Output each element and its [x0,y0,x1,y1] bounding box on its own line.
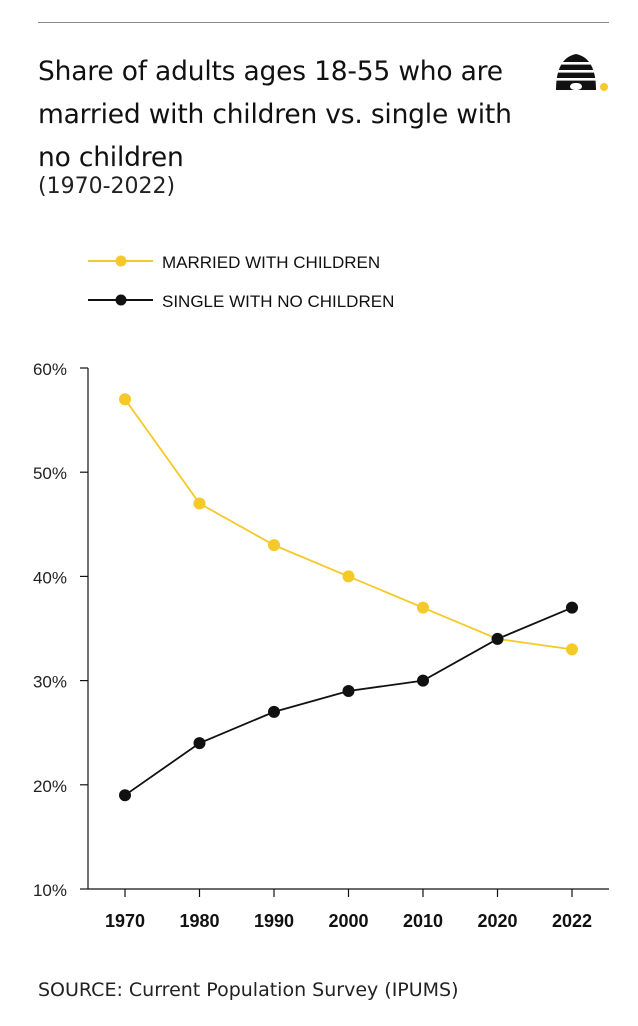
data-point-1-1 [193,737,206,750]
legend: MARRIED WITH CHILDREN SINGLE WITH NO CHI… [88,253,394,311]
legend-label-single: SINGLE WITH NO CHILDREN [162,292,394,311]
data-point-1-2 [268,705,280,718]
series-line-0 [124,398,573,651]
x-tick-label: 2020 [477,911,517,931]
data-point-1-4 [417,674,429,687]
legend-item-married: MARRIED WITH CHILDREN [88,253,380,272]
data-point-1-5 [491,632,504,645]
y-tick-label: 30% [33,673,67,692]
x-tick-label: 2010 [403,911,443,931]
y-tick-label: 40% [33,568,67,587]
legend-item-single: SINGLE WITH NO CHILDREN [88,292,394,311]
series-line-1 [124,606,573,796]
y-tick-label: 50% [33,464,67,483]
beehive-icon [552,54,608,91]
data-point-1-3 [342,685,355,698]
source-note: SOURCE: Current Population Survey (IPUMS… [38,979,459,1001]
data-point-0-1 [193,497,206,510]
y-tick-label: 60% [33,360,67,379]
chart-title: Share of adults ages 18-55 who are marri… [38,56,512,173]
x-tick-label: 1980 [179,911,219,931]
data-point-0-6 [566,643,578,656]
data-point-0-2 [268,539,280,552]
x-axis: 1970 1980 1990 2000 2010 2020 2022 [88,888,609,931]
y-tick-label: 10% [33,881,67,900]
y-tick-label: 20% [33,777,67,796]
series-group [119,393,578,802]
data-point-1-6 [566,601,578,614]
x-tick-label: 1970 [105,911,145,931]
x-tick-label: 2022 [552,911,592,931]
chart-subtitle: (1970-2022) [38,174,176,199]
data-point-0-3 [342,570,355,583]
data-point-0-4 [417,601,429,614]
x-tick-label: 2000 [328,911,368,931]
legend-label-married: MARRIED WITH CHILDREN [162,253,380,272]
x-tick-label: 1990 [254,911,294,931]
y-axis: 60% 50% 40% 30% 20% 10% [33,360,89,900]
data-point-0-0 [119,393,131,406]
data-point-1-0 [119,789,131,802]
top-rule [38,22,609,23]
